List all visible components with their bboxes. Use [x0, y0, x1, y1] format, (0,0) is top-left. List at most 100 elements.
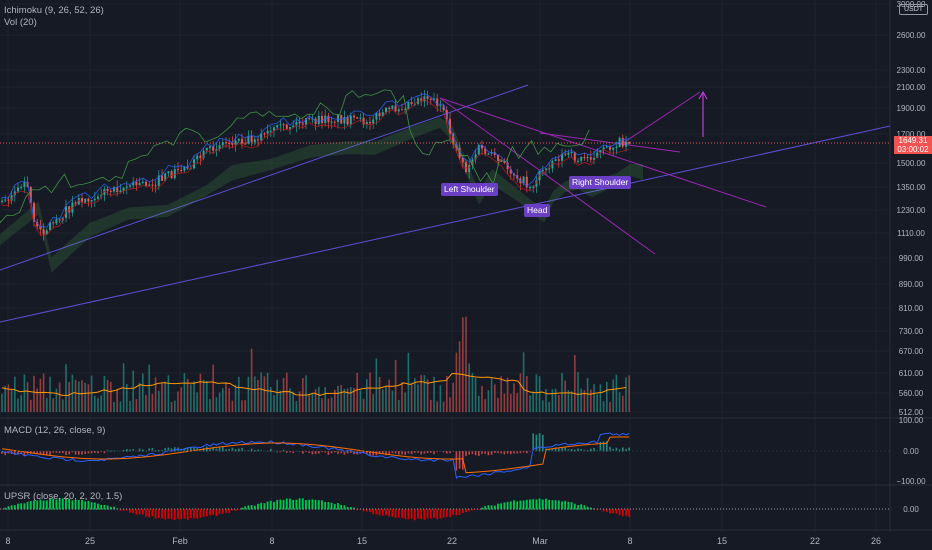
currency-unit-label[interactable]: USDT	[899, 4, 928, 15]
upsr-bar	[177, 509, 179, 520]
upsr-bar	[193, 509, 195, 519]
macd-histogram-bar	[241, 447, 243, 452]
candle-body	[436, 98, 439, 107]
macd-histogram-bar	[330, 451, 333, 454]
right-shoulder-label[interactable]: Right Shoulder	[569, 176, 632, 189]
candle-body	[266, 130, 269, 134]
macd-histogram-bar	[407, 451, 410, 454]
upsr-bar	[212, 509, 215, 516]
macd-histogram-bar	[391, 451, 394, 454]
upsr-legend: UPSR (close, 20, 2, 20, 1.5)	[4, 491, 123, 502]
volume-bar	[199, 373, 202, 412]
macd-histogram-bar	[465, 451, 467, 457]
macd-histogram-bar	[81, 451, 83, 455]
candle-body	[330, 121, 333, 123]
macd-histogram-bar	[625, 448, 627, 452]
volume-bar	[100, 395, 102, 412]
volume-bar	[318, 386, 320, 412]
volume-bar	[359, 390, 362, 412]
volume-bar	[231, 400, 234, 412]
candle-body	[132, 181, 135, 186]
volume-bar	[532, 391, 534, 412]
upsr-bar	[276, 499, 279, 510]
volume-bar	[14, 376, 16, 412]
macd-histogram-bar	[401, 451, 403, 455]
candle-body	[141, 181, 144, 183]
macd-histogram-bar	[369, 451, 371, 456]
candle-body	[237, 138, 240, 141]
macd-histogram-bar	[167, 447, 170, 452]
upsr-bar	[493, 505, 496, 510]
macd-histogram-bar	[372, 451, 374, 456]
macd-histogram-bar	[362, 451, 365, 454]
candle-body	[423, 96, 426, 102]
volume-bar	[462, 317, 464, 412]
upsr-bar	[23, 503, 26, 510]
upsr-bar	[20, 503, 23, 510]
upsr-bar	[65, 498, 67, 510]
upsr-bar	[548, 499, 551, 510]
macd-histogram-bar	[586, 450, 589, 452]
upsr-bar	[202, 509, 205, 517]
upsr-bar	[516, 501, 519, 510]
macd-histogram-bar	[490, 451, 493, 455]
volume-bar	[426, 379, 429, 412]
candle-body	[375, 112, 378, 120]
macd-histogram-bar	[103, 451, 106, 454]
candle-body	[49, 222, 51, 231]
volume-bar	[465, 316, 467, 412]
head-label[interactable]: Head	[524, 204, 551, 217]
upsr-bar	[609, 509, 611, 514]
volume-bar	[106, 379, 109, 412]
candle-body	[263, 133, 266, 135]
bar-countdown: 03:00:02	[897, 145, 929, 154]
macd-histogram-bar	[90, 451, 93, 454]
upsr-bar	[375, 509, 378, 515]
left-shoulder-label[interactable]: Left Shoulder	[441, 183, 498, 196]
macd-histogram-bar	[567, 449, 570, 452]
upsr-bar	[612, 509, 615, 514]
macd-histogram-bar	[366, 451, 368, 455]
macd-line	[1, 432, 630, 479]
candle-body	[7, 199, 10, 201]
volume-bar	[311, 394, 314, 412]
candle-body	[33, 202, 35, 222]
candle-body	[212, 146, 215, 151]
volume-bar	[490, 378, 493, 412]
time-tick-label: 25	[85, 536, 95, 546]
macd-histogram-bar	[170, 448, 173, 452]
candle-body	[609, 146, 611, 150]
volume-bar	[30, 399, 32, 412]
candle-body	[125, 186, 128, 188]
candle-body	[157, 175, 160, 186]
macd-legend: MACD (12, 26, close, 9)	[4, 425, 106, 436]
upsr-bar	[289, 498, 291, 510]
ichimoku-cloud	[0, 117, 644, 273]
volume-bar	[570, 391, 573, 412]
candle-body	[468, 165, 471, 172]
candle-body	[625, 141, 627, 147]
volume-bar	[529, 395, 531, 412]
volume-bar	[439, 385, 442, 412]
price-tick-label: 1230.00	[897, 206, 926, 215]
volume-bar	[135, 399, 138, 412]
upsr-bar	[100, 504, 103, 510]
upsr-bar	[442, 509, 445, 518]
candle-body	[525, 176, 528, 188]
candle-body	[113, 187, 115, 192]
macd-histogram-bar	[532, 433, 534, 452]
candle-body	[199, 155, 202, 159]
volume-bar	[554, 388, 557, 412]
upsr-bar	[551, 500, 554, 510]
candle-body	[337, 115, 339, 122]
volume-bar	[337, 385, 339, 412]
macd-histogram-bar	[158, 450, 160, 452]
volume-bar	[474, 378, 477, 412]
candle-body	[349, 115, 352, 125]
volume-bar	[110, 381, 112, 412]
upsr-bar	[621, 509, 624, 517]
upsr-tick-label: 0.00	[903, 505, 919, 514]
volume-bar	[500, 376, 502, 412]
upsr-bar	[397, 509, 400, 518]
